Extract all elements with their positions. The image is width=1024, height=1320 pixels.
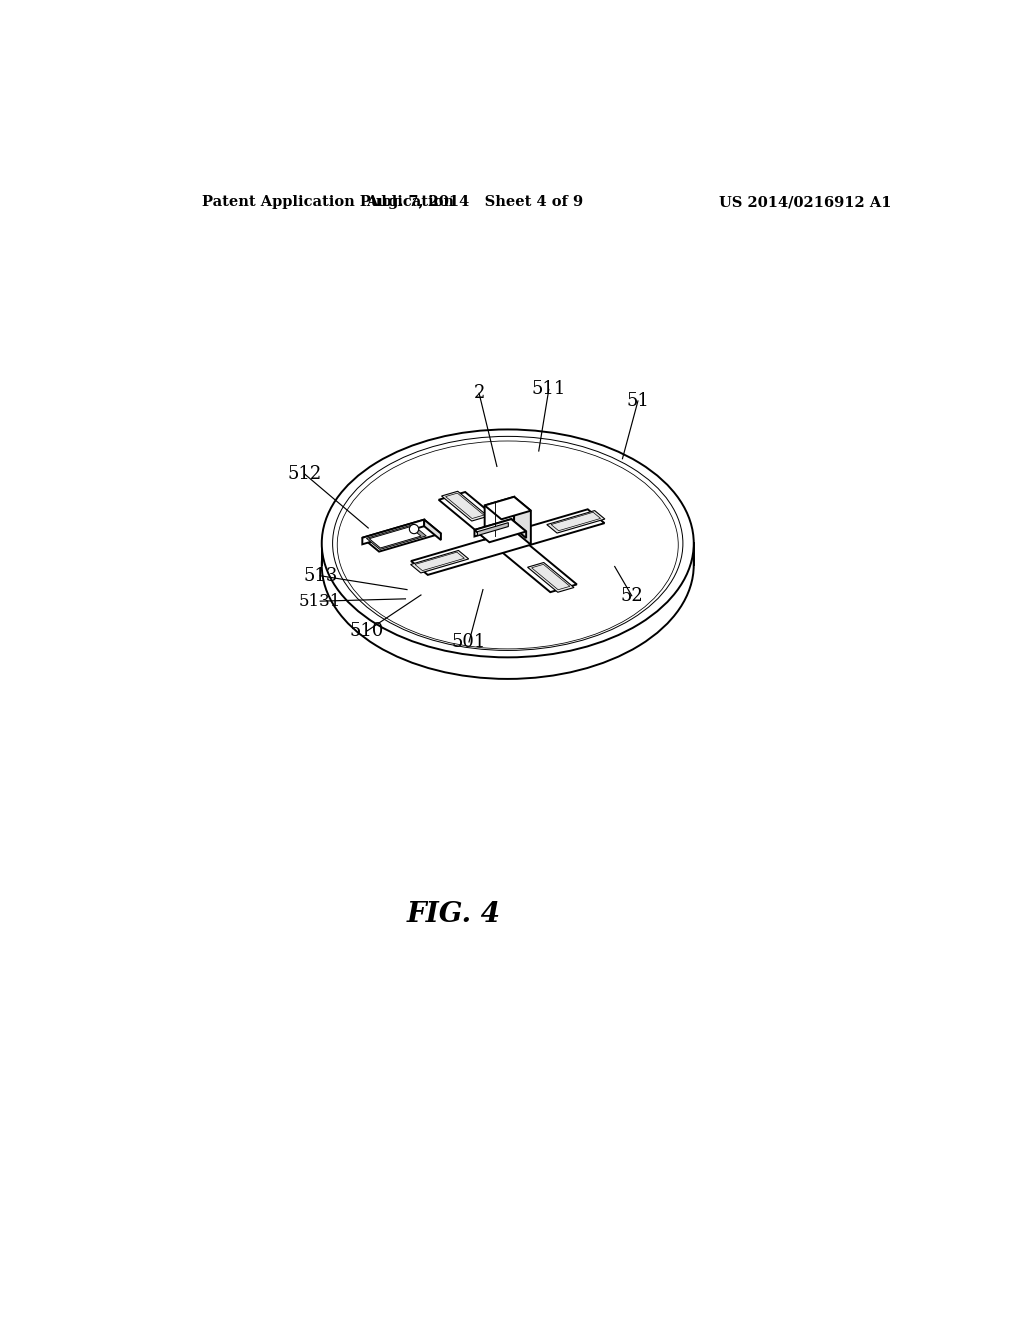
Text: US 2014/0216912 A1: US 2014/0216912 A1 (719, 195, 891, 210)
Polygon shape (514, 496, 530, 545)
Polygon shape (411, 550, 469, 573)
Text: 52: 52 (621, 587, 643, 605)
Polygon shape (477, 523, 508, 536)
Text: 513: 513 (303, 566, 337, 585)
Polygon shape (438, 492, 577, 593)
Polygon shape (474, 519, 511, 536)
Text: 5131: 5131 (299, 593, 341, 610)
Polygon shape (511, 519, 526, 539)
Text: 512: 512 (288, 465, 322, 483)
Polygon shape (484, 496, 530, 519)
Text: FIG. 4: FIG. 4 (407, 902, 501, 928)
Polygon shape (484, 496, 514, 540)
Polygon shape (547, 511, 605, 533)
Text: 510: 510 (349, 622, 384, 640)
Polygon shape (367, 525, 426, 549)
Polygon shape (474, 519, 526, 543)
Polygon shape (411, 510, 604, 576)
Polygon shape (424, 520, 441, 540)
Polygon shape (441, 491, 488, 521)
Text: Patent Application Publication: Patent Application Publication (202, 195, 454, 210)
Ellipse shape (322, 429, 693, 657)
Text: 501: 501 (452, 634, 486, 651)
Polygon shape (527, 562, 574, 593)
Text: 51: 51 (627, 392, 649, 411)
Ellipse shape (322, 451, 693, 678)
Polygon shape (362, 520, 441, 552)
Circle shape (410, 524, 419, 533)
Text: 2: 2 (473, 384, 484, 403)
Polygon shape (362, 520, 424, 544)
Polygon shape (370, 527, 421, 548)
Text: Aug. 7, 2014   Sheet 4 of 9: Aug. 7, 2014 Sheet 4 of 9 (366, 195, 583, 210)
Text: 511: 511 (531, 380, 566, 399)
